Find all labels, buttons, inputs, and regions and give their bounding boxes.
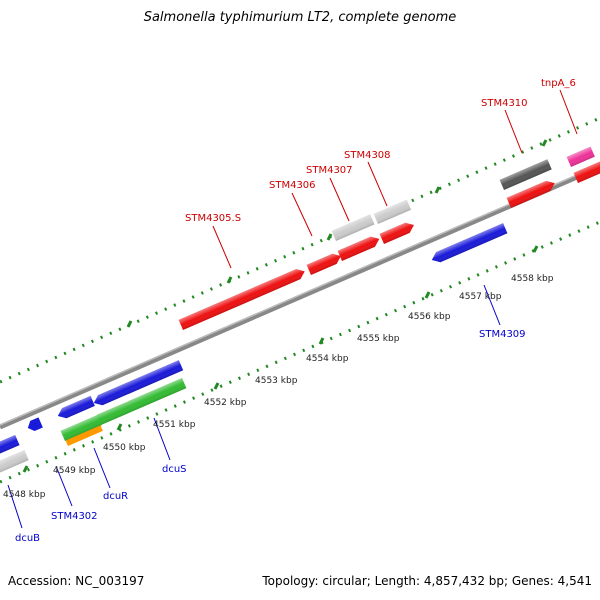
kbp-4556: 4556 kbp (408, 312, 451, 322)
feature-stm4307 (337, 236, 380, 261)
label-tnpa6: tnpA_6 (541, 78, 576, 89)
label-stm4310: STM4310 (481, 98, 528, 109)
kbp-4550: 4550 kbp (103, 443, 146, 453)
outer-tick-track (0, 116, 600, 384)
feature-dcub-gray (0, 450, 29, 476)
feature-stm4302 (27, 417, 43, 432)
feature-dcur-green (60, 415, 102, 441)
reverse-features (0, 223, 508, 476)
kbp-4557: 4557 kbp (459, 292, 502, 302)
feature-stm4310-gray (499, 159, 552, 190)
kbp-4558: 4558 kbp (511, 274, 554, 284)
feature-stm4308 (379, 222, 414, 244)
forward-leaders (212, 89, 578, 269)
forward-features (178, 146, 600, 330)
kbp-4555: 4555 kbp (357, 334, 400, 344)
accession-text: Accession: NC_003197 (8, 574, 145, 588)
kbp-4552: 4552 kbp (204, 398, 247, 408)
genome-backbone (0, 164, 600, 430)
label-stm4309: STM4309 (479, 329, 526, 340)
feature-stm4302-orange (65, 425, 103, 446)
kbp-4553: 4553 kbp (255, 376, 298, 386)
feature-dcur (57, 395, 95, 419)
genome-backbone-highlight (0, 164, 600, 426)
label-dcur: dcuR (103, 491, 128, 502)
inner-tick-track (0, 220, 600, 484)
label-stm4307: STM4307 (306, 165, 353, 176)
map-title: Salmonella typhimurium LT2, complete gen… (143, 10, 457, 25)
feature-tnpa6 (566, 146, 595, 167)
feature-stm4305s (178, 269, 305, 330)
label-stm4305s: STM4305.S (185, 213, 241, 224)
kbp-4548: 4548 kbp (3, 490, 46, 500)
label-dcub: dcuB (15, 533, 40, 544)
feature-tnpa6-red (573, 160, 600, 183)
kbp-labels: 4548 kbp 4549 kbp 4550 kbp 4551 kbp 4552… (3, 274, 554, 500)
kbp-4551: 4551 kbp (153, 420, 196, 430)
reverse-leaders (7, 284, 501, 529)
label-stm4306: STM4306 (269, 180, 316, 191)
feature-stm4309 (431, 223, 508, 263)
feature-stm4310 (506, 180, 555, 208)
reverse-gene-labels: dcuB STM4302 dcuR dcuS STM4309 (15, 329, 526, 544)
feature-stm4308-gray (373, 199, 412, 224)
label-stm4302: STM4302 (51, 511, 98, 522)
label-dcus: dcuS (162, 464, 187, 475)
major-ticks (22, 139, 548, 473)
feature-dcus-green (96, 377, 187, 425)
feature-dcub (0, 434, 20, 457)
kbp-4549: 4549 kbp (53, 466, 96, 476)
feature-dcus (93, 360, 184, 406)
forward-gene-labels: STM4305.S STM4306 STM4307 STM4308 STM431… (185, 78, 576, 224)
genome-summary-text: Topology: circular; Length: 4,857,432 bp… (262, 574, 592, 588)
feature-stm4307-gray (331, 214, 375, 241)
label-stm4308: STM4308 (344, 150, 391, 161)
kbp-4554: 4554 kbp (306, 354, 349, 364)
feature-stm4306 (306, 253, 341, 275)
